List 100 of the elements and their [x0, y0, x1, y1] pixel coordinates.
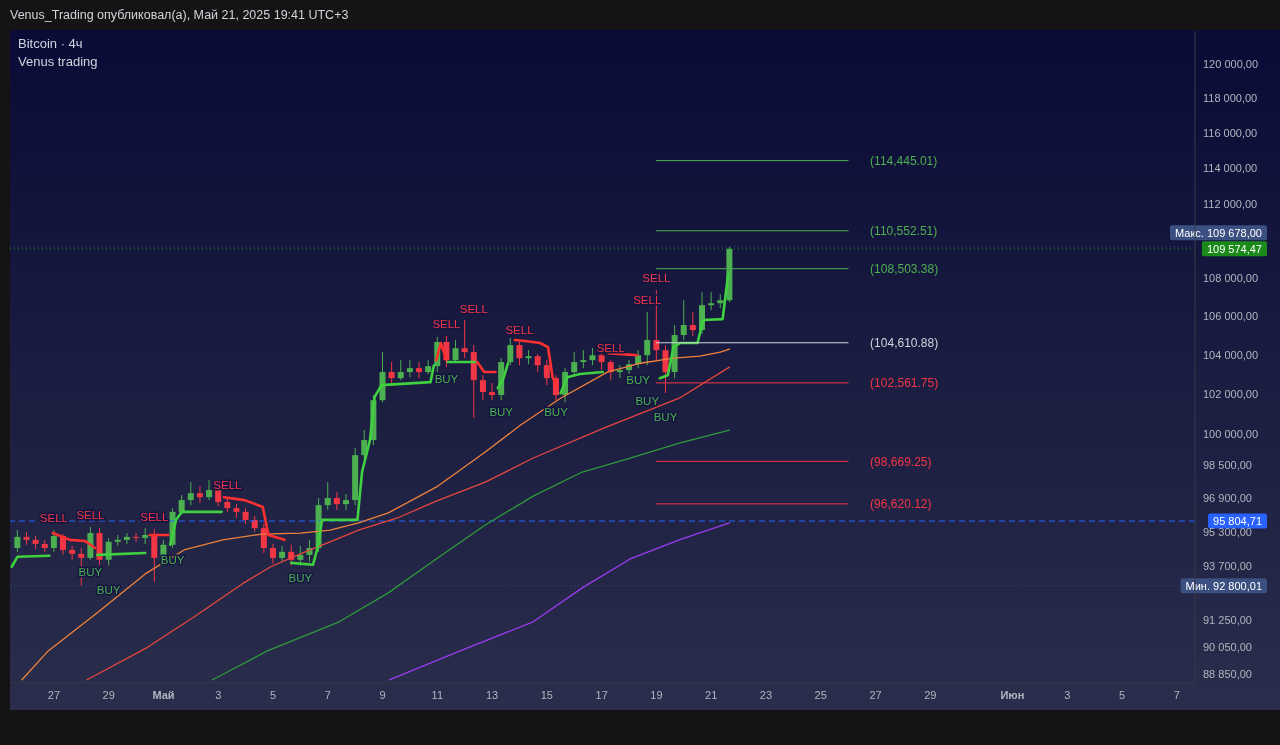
- x-tick-label: 3: [1064, 688, 1071, 701]
- annotation: (102,561.75): [870, 376, 939, 391]
- text: Venus_Trading опубликовал(а), Май 21, 2025 19:41 UTC+3: [10, 8, 349, 22]
- candlestick: [416, 361, 423, 379]
- y-tick-label: 102 000,00: [1203, 387, 1259, 400]
- x-tick-label: Июн: [1000, 688, 1025, 701]
- annotation: SELL: [505, 324, 535, 337]
- x-tick-label: 29: [924, 688, 937, 701]
- candlestick: [689, 311, 696, 337]
- x-tick-label: 13: [485, 688, 499, 701]
- y-tick-label: 104 000,00: [1203, 348, 1259, 361]
- y-tick-label: 98 500,00: [1203, 458, 1252, 471]
- candlestick: [50, 529, 57, 553]
- candlestick: [708, 291, 715, 311]
- candlestick: [452, 339, 459, 363]
- candlestick: [14, 529, 21, 553]
- annotation: (104,610.88): [870, 335, 939, 350]
- y-tick-label: 114 000,00: [1203, 162, 1258, 175]
- y-tick-label: 112 000,00: [1203, 198, 1258, 211]
- annotation: (114,445.01): [870, 153, 938, 168]
- candlestick: [324, 481, 331, 511]
- annotation: SELL: [459, 303, 489, 316]
- annotation: (96,620.12): [870, 497, 932, 512]
- annotation: SELL: [596, 342, 626, 355]
- annotation: BUY: [434, 373, 459, 386]
- ref-line-label: Макс. 109 678,00: [1174, 226, 1262, 239]
- y-tick-label: 93 700,00: [1203, 560, 1252, 572]
- candlestick: [133, 532, 140, 543]
- annotation: SELL: [39, 512, 69, 525]
- y-tick-label: 100 000,00: [1203, 428, 1259, 441]
- y-tick-label: 90 050,00: [1203, 640, 1252, 653]
- candlestick: [297, 545, 304, 567]
- x-tick-label: 3: [215, 688, 222, 701]
- x-tick-label: 15: [540, 688, 553, 701]
- annotation: SELL: [140, 511, 170, 524]
- annotation: SELL: [213, 479, 243, 492]
- y-tick-label: 91 250,00: [1203, 613, 1252, 626]
- line-series: [211, 429, 731, 681]
- y-tick-label: 96 900,00: [1203, 491, 1252, 504]
- x-tick-label: 9: [379, 688, 386, 701]
- ref-line-label: 109 574,47: [1206, 242, 1262, 255]
- x-tick-label: 5: [269, 688, 277, 701]
- candlestick: [461, 319, 468, 359]
- annotation: BUY: [626, 374, 651, 387]
- line-series: [388, 522, 731, 681]
- ref-line-label: Мин. 92 800,01: [1185, 579, 1262, 592]
- y-tick-label: 120 000,00: [1203, 58, 1259, 71]
- candlestick: [178, 494, 185, 516]
- x-tick-label: 25: [814, 688, 827, 701]
- candlestick: [151, 528, 158, 583]
- candlestick: [342, 493, 349, 511]
- annotation: BUY: [544, 406, 569, 419]
- annotation: SELL: [76, 509, 106, 522]
- x-tick-label: Май: [152, 688, 175, 701]
- candlestick: [406, 359, 413, 378]
- y-tick-label: 88 850,00: [1203, 667, 1252, 680]
- candlestick: [269, 543, 276, 565]
- annotation: (108,503.38): [870, 261, 939, 276]
- x-tick-label: 5: [1118, 688, 1126, 701]
- x-tick-label: 29: [102, 688, 115, 701]
- annotation: SELL: [432, 318, 462, 331]
- annotation: BUY: [489, 406, 514, 419]
- candlestick: [187, 481, 194, 506]
- annotation: (110,552.51): [870, 223, 938, 238]
- annotation: BUY: [96, 583, 121, 596]
- y-tick-label: 116 000,00: [1203, 127, 1258, 140]
- x-tick-label: 17: [595, 688, 608, 701]
- candlestick: [571, 351, 578, 376]
- y-tick-label: 106 000,00: [1203, 309, 1259, 322]
- x-tick-label: 21: [705, 688, 718, 701]
- candlestick: [507, 337, 514, 366]
- candlestick: [489, 382, 496, 401]
- candlestick: [279, 545, 286, 563]
- x-tick-label: 7: [324, 688, 331, 701]
- candlestick: [333, 491, 340, 511]
- ref-line-label: 95 804,71: [1213, 514, 1262, 527]
- x-tick-label: 19: [650, 688, 663, 701]
- y-tick-label: 118 000,00: [1203, 92, 1258, 105]
- candlestick: [69, 545, 76, 561]
- chart-title: Bitcoin · 4ч: [18, 36, 84, 52]
- annotation: BUY: [653, 411, 678, 424]
- x-tick-label: 27: [869, 688, 882, 701]
- annotation: SELL: [642, 272, 672, 285]
- candlestick: [479, 374, 486, 401]
- annotation: BUY: [288, 571, 313, 584]
- candlestick: [388, 361, 395, 384]
- x-tick-label: 27: [47, 688, 61, 701]
- candlestick: [196, 485, 203, 504]
- x-tick-label: 7: [1173, 688, 1180, 701]
- annotation: (98,669.25): [870, 454, 932, 469]
- candlestick: [425, 359, 432, 375]
- candlestick: [534, 353, 541, 373]
- x-tick-label: 23: [759, 688, 773, 701]
- x-tick-label: 11: [431, 688, 444, 701]
- candlestick: [644, 311, 651, 366]
- candlestick: [680, 299, 687, 341]
- candlestick: [543, 359, 550, 386]
- candlestick: [397, 359, 404, 381]
- candlestick: [516, 341, 523, 366]
- annotation: BUY: [635, 395, 660, 408]
